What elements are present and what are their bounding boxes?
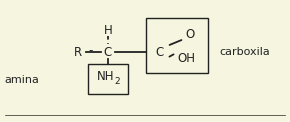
Text: 2: 2 [114, 77, 120, 86]
Text: NH: NH [97, 71, 115, 83]
Text: O: O [185, 27, 195, 41]
Text: OH: OH [177, 51, 195, 65]
Bar [88, 64, 128, 94]
Bar [146, 18, 208, 73]
Text: -: - [89, 45, 93, 57]
Text: amina: amina [5, 75, 39, 85]
Text: R: R [74, 46, 82, 59]
Text: C: C [156, 46, 164, 59]
Text: carboxila: carboxila [220, 47, 270, 57]
Text: H: H [104, 24, 113, 36]
Text: C: C [104, 46, 112, 59]
